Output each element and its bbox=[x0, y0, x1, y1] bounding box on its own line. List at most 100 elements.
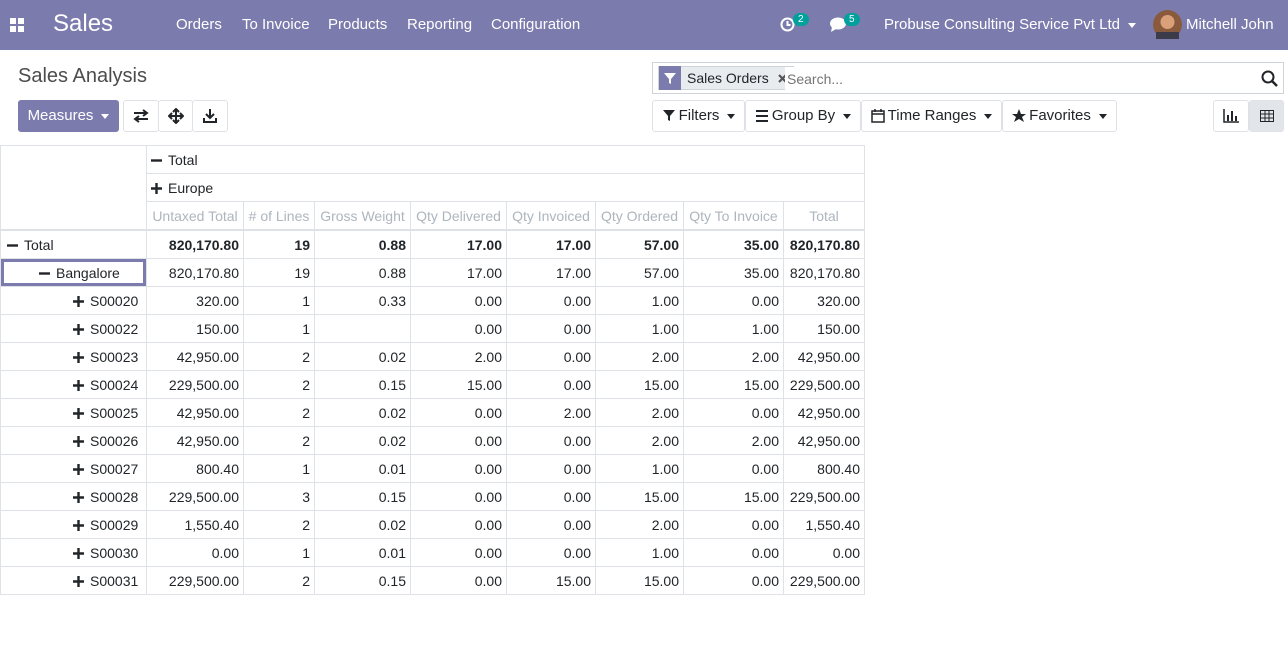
cell-value[interactable]: 1 bbox=[243, 538, 315, 567]
row-header[interactable]: S00028 bbox=[0, 482, 147, 511]
cell-value[interactable]: 0.00 bbox=[410, 314, 507, 343]
row-header[interactable]: S00022 bbox=[0, 314, 147, 343]
measure-header[interactable]: Gross Weight bbox=[314, 201, 411, 231]
cell-value[interactable]: 0.02 bbox=[314, 510, 411, 539]
cell-value[interactable]: 15.00 bbox=[595, 566, 684, 595]
measure-header[interactable]: Qty Delivered bbox=[410, 201, 507, 231]
cell-value[interactable]: 2 bbox=[243, 426, 315, 455]
download-button[interactable] bbox=[192, 100, 228, 132]
cell-value[interactable]: 229,500.00 bbox=[146, 566, 244, 595]
cell-value[interactable]: 19 bbox=[243, 258, 315, 287]
row-header[interactable]: S00025 bbox=[0, 398, 147, 427]
search-icon[interactable] bbox=[1261, 70, 1278, 87]
col-group-header[interactable]: Europe bbox=[146, 173, 865, 202]
row-header[interactable]: S00031 bbox=[0, 566, 147, 595]
cell-value[interactable]: 2 bbox=[243, 510, 315, 539]
row-header[interactable]: Total bbox=[0, 229, 147, 259]
cell-value[interactable]: 1.00 bbox=[683, 314, 784, 343]
measure-header[interactable]: Qty To Invoice bbox=[683, 201, 784, 231]
cell-value[interactable]: 17.00 bbox=[410, 258, 507, 287]
cell-value[interactable]: 0.33 bbox=[314, 286, 411, 315]
app-name[interactable]: Sales bbox=[53, 10, 114, 37]
cell-value[interactable]: 0.00 bbox=[683, 454, 784, 483]
cell-value[interactable]: 0.00 bbox=[506, 314, 596, 343]
cell-value[interactable]: 0.00 bbox=[506, 510, 596, 539]
cell-value[interactable]: 0.00 bbox=[506, 426, 596, 455]
graph-view-button[interactable] bbox=[1213, 100, 1249, 132]
col-group-header[interactable]: Total bbox=[146, 145, 865, 174]
cell-value[interactable]: 150.00 bbox=[146, 314, 244, 343]
cell-value[interactable]: 2.00 bbox=[506, 398, 596, 427]
search-option-button[interactable]: Favorites bbox=[1002, 100, 1117, 132]
menu-item[interactable]: Products bbox=[328, 16, 388, 33]
cell-value[interactable]: 0.00 bbox=[683, 566, 784, 595]
cell-value[interactable]: 17.00 bbox=[410, 229, 507, 259]
cell-value[interactable]: 57.00 bbox=[595, 229, 684, 259]
measure-header[interactable]: Total bbox=[783, 201, 865, 231]
cell-value[interactable]: 0.00 bbox=[506, 538, 596, 567]
menu-item[interactable]: Orders bbox=[176, 16, 222, 33]
cell-value[interactable]: 42,950.00 bbox=[146, 398, 244, 427]
cell-value[interactable]: 0.00 bbox=[683, 286, 784, 315]
cell-value[interactable]: 2.00 bbox=[683, 342, 784, 371]
cell-value[interactable]: 229,500.00 bbox=[146, 370, 244, 399]
search-option-button[interactable]: Time Ranges bbox=[861, 100, 1002, 132]
cell-value[interactable]: 19 bbox=[243, 229, 315, 259]
cell-value[interactable]: 2 bbox=[243, 566, 315, 595]
cell-value[interactable]: 0.02 bbox=[314, 426, 411, 455]
cell-value[interactable]: 0.00 bbox=[410, 538, 507, 567]
cell-value[interactable]: 0.88 bbox=[314, 229, 411, 259]
cell-value[interactable]: 0.02 bbox=[314, 342, 411, 371]
cell-value[interactable]: 2 bbox=[243, 398, 315, 427]
row-header[interactable]: S00027 bbox=[0, 454, 147, 483]
cell-value[interactable]: 0.00 bbox=[506, 454, 596, 483]
measures-button[interactable]: Measures bbox=[18, 100, 119, 132]
cell-value[interactable]: 3 bbox=[243, 482, 315, 511]
cell-value[interactable]: 42,950.00 bbox=[783, 342, 865, 371]
row-header[interactable]: S00030 bbox=[0, 538, 147, 567]
cell-value[interactable]: 2.00 bbox=[410, 342, 507, 371]
measure-header[interactable]: Untaxed Total bbox=[146, 201, 244, 231]
menu-item[interactable]: To Invoice bbox=[242, 16, 310, 33]
cell-value[interactable]: 0.00 bbox=[783, 538, 865, 567]
cell-value[interactable]: 15.00 bbox=[595, 370, 684, 399]
cell-value[interactable]: 2.00 bbox=[683, 426, 784, 455]
cell-value[interactable]: 0.00 bbox=[410, 454, 507, 483]
row-header[interactable]: Bangalore bbox=[0, 258, 147, 287]
cell-value[interactable]: 0.00 bbox=[506, 286, 596, 315]
cell-value[interactable] bbox=[314, 314, 411, 343]
cell-value[interactable]: 2 bbox=[243, 342, 315, 371]
search-box[interactable]: Sales Orders bbox=[652, 62, 1284, 94]
cell-value[interactable]: 35.00 bbox=[683, 258, 784, 287]
cell-value[interactable]: 0.00 bbox=[410, 510, 507, 539]
row-header[interactable]: S00029 bbox=[0, 510, 147, 539]
cell-value[interactable]: 0.01 bbox=[314, 454, 411, 483]
menu-item[interactable]: Reporting bbox=[407, 16, 473, 33]
cell-value[interactable]: 0.00 bbox=[410, 286, 507, 315]
row-header[interactable]: S00023 bbox=[0, 342, 147, 371]
search-option-button[interactable]: Filters bbox=[652, 100, 745, 132]
cell-value[interactable]: 35.00 bbox=[683, 229, 784, 259]
cell-value[interactable]: 820,170.80 bbox=[146, 258, 244, 287]
cell-value[interactable]: 0.00 bbox=[410, 398, 507, 427]
cell-value[interactable]: 2.00 bbox=[595, 510, 684, 539]
expand-all-button[interactable] bbox=[158, 100, 193, 132]
measure-header[interactable]: Qty Ordered bbox=[595, 201, 684, 231]
cell-value[interactable]: 229,500.00 bbox=[783, 566, 865, 595]
cell-value[interactable]: 820,170.80 bbox=[783, 229, 865, 259]
cell-value[interactable]: 0.00 bbox=[410, 482, 507, 511]
cell-value[interactable]: 0.00 bbox=[683, 398, 784, 427]
flip-axis-button[interactable] bbox=[123, 100, 159, 132]
activity-icon[interactable] bbox=[780, 17, 795, 32]
cell-value[interactable]: 1.00 bbox=[595, 538, 684, 567]
cell-value[interactable]: 1.00 bbox=[595, 454, 684, 483]
cell-value[interactable]: 229,500.00 bbox=[146, 482, 244, 511]
cell-value[interactable]: 800.40 bbox=[783, 454, 865, 483]
cell-value[interactable]: 1,550.40 bbox=[146, 510, 244, 539]
pivot-view-button[interactable] bbox=[1249, 100, 1284, 132]
messages-icon[interactable] bbox=[830, 17, 847, 32]
cell-value[interactable]: 0.15 bbox=[314, 566, 411, 595]
row-header[interactable]: S00026 bbox=[0, 426, 147, 455]
cell-value[interactable]: 42,950.00 bbox=[783, 398, 865, 427]
cell-value[interactable]: 42,950.00 bbox=[783, 426, 865, 455]
